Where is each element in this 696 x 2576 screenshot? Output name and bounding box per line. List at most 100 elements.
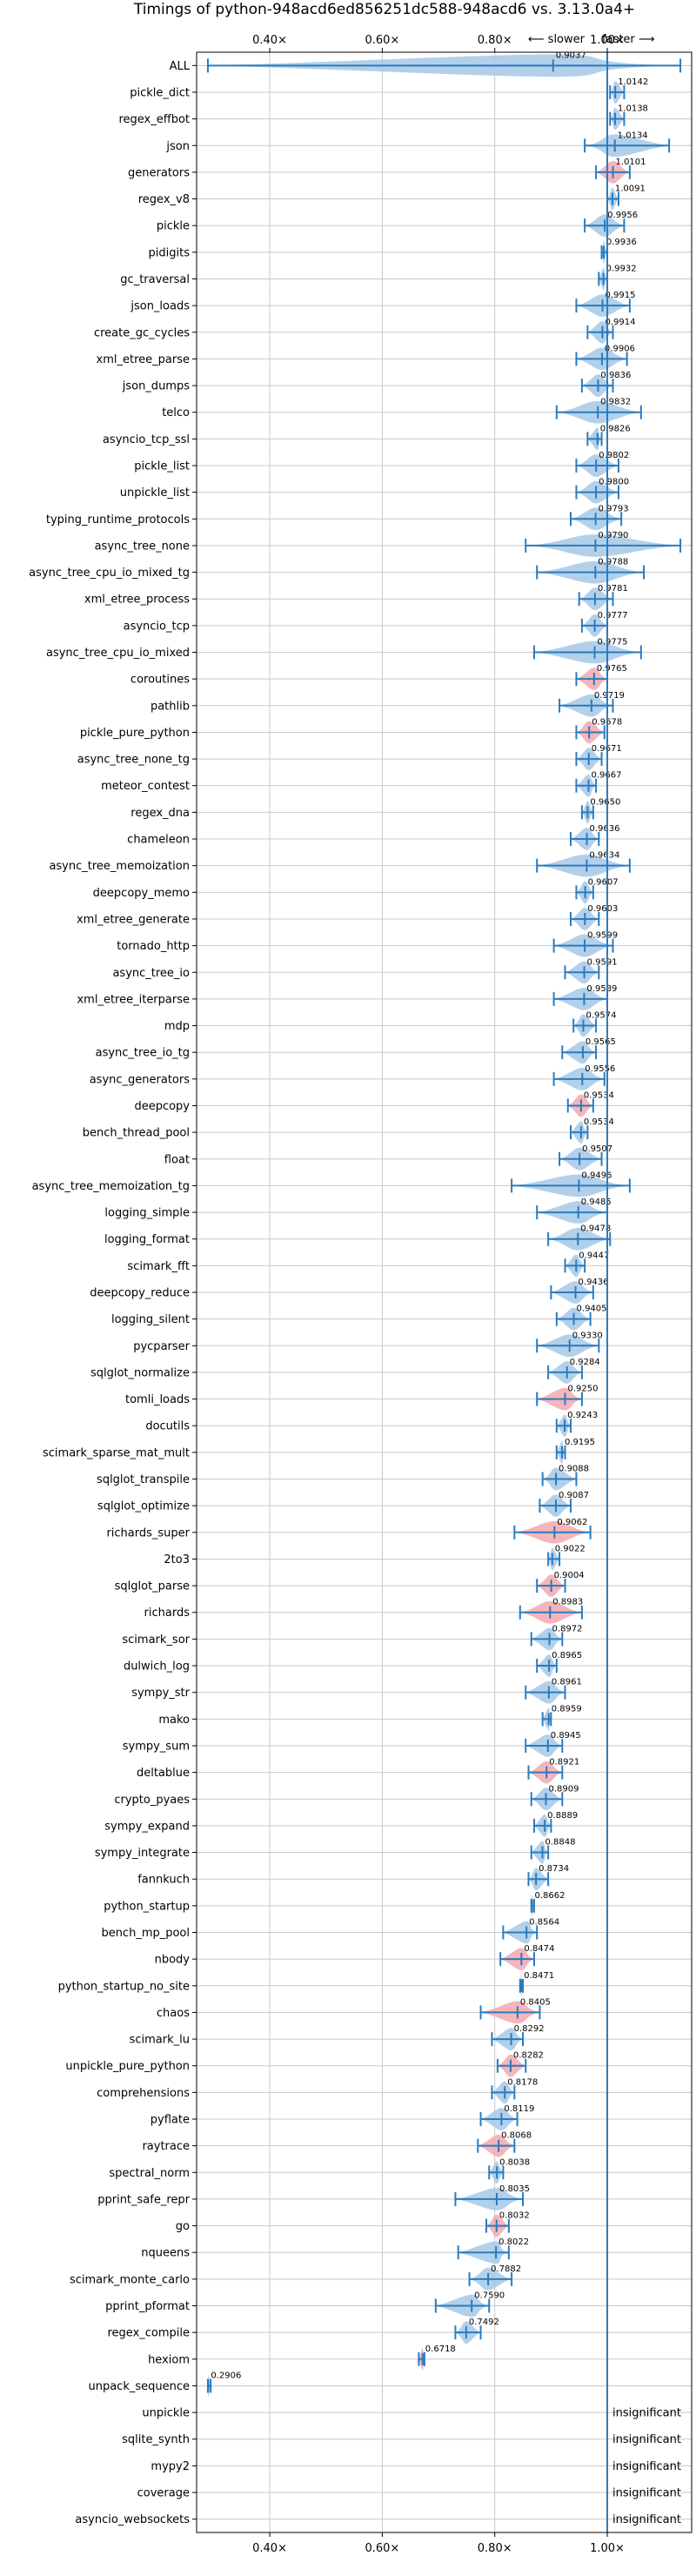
value-label: 0.9667 xyxy=(591,771,621,781)
category-label: regex_dna xyxy=(130,807,190,820)
value-label: 0.9599 xyxy=(587,931,618,941)
category-label: xml_etree_parse xyxy=(97,353,190,366)
category-label: nbody xyxy=(155,1954,191,1967)
value-label: 0.9436 xyxy=(579,1278,609,1287)
category-label: scimark_sparse_mat_mult xyxy=(43,1446,190,1459)
category-label: async_tree_cpu_io_mixed_tg xyxy=(29,567,190,580)
value-label: 0.9591 xyxy=(587,957,618,967)
value-label: 0.6718 xyxy=(425,2345,456,2354)
value-label: 0.9022 xyxy=(555,1544,586,1553)
value-label: 0.9507 xyxy=(582,1144,612,1154)
category-label: pickle_dict xyxy=(130,86,190,99)
category-label: tomli_loads xyxy=(125,1393,190,1406)
bottom-tick-label: 0.80× xyxy=(478,2542,512,2555)
insignificant-label: insignificant xyxy=(612,2513,681,2526)
value-label: 1.0091 xyxy=(615,184,646,194)
category-label: coverage xyxy=(137,2487,190,2500)
category-label: pycparser xyxy=(133,1340,190,1353)
value-label: 0.8848 xyxy=(545,1838,576,1848)
category-label: chameleon xyxy=(127,834,190,847)
value-label: 0.9037 xyxy=(556,50,586,60)
value-label: 0.9932 xyxy=(606,264,637,273)
value-label: 0.8119 xyxy=(504,2104,534,2114)
category-label: async_tree_io_tg xyxy=(96,1047,190,1060)
category-label: sympy_str xyxy=(131,1687,190,1700)
value-label: 0.9836 xyxy=(600,371,631,380)
category-label: raytrace xyxy=(142,2140,190,2153)
value-label: 0.9793 xyxy=(599,504,629,513)
category-label: async_tree_none_tg xyxy=(77,754,190,767)
value-label: 0.9603 xyxy=(587,904,618,914)
category-label: unpickle_pure_python xyxy=(65,2060,190,2073)
value-label: 0.9765 xyxy=(597,664,627,674)
category-label: scimark_sor xyxy=(122,1633,190,1647)
value-label: 0.9802 xyxy=(599,451,629,460)
category-label: pickle_pure_python xyxy=(80,727,190,740)
category-label: unpickle xyxy=(142,2407,190,2420)
category-label: pyflate xyxy=(151,2114,190,2127)
category-label: regex_compile xyxy=(107,2327,190,2340)
category-label: asyncio_tcp_ssl xyxy=(103,433,190,446)
value-label: 0.8032 xyxy=(499,2211,530,2221)
x-axis-ticks: 0.40× 0.40× 0.60× 0.60× 0.80× 0.80× 1.00× 1.00× xyxy=(192,34,625,2555)
category-label: pickle_list xyxy=(134,460,190,473)
value-label: 0.9915 xyxy=(606,291,636,300)
category-label: sympy_sum xyxy=(123,1740,190,1753)
category-label: xml_etree_iterparse xyxy=(77,993,190,1006)
category-label: tornado_http xyxy=(117,940,190,953)
category-label: scimark_fft xyxy=(127,1260,190,1273)
value-label: 0.9447 xyxy=(579,1251,609,1260)
value-label: 0.9556 xyxy=(585,1064,615,1074)
category-label: float xyxy=(164,1153,190,1166)
value-label: 0.9478 xyxy=(580,1224,611,1234)
category-label: asyncio_websockets xyxy=(75,2513,190,2526)
slower-direction-label: ⟵ slower xyxy=(528,33,586,46)
value-label: 0.8471 xyxy=(524,1971,554,1981)
category-label: sqlglot_parse xyxy=(115,1580,190,1593)
category-label: dulwich_log xyxy=(124,1660,190,1674)
category-label: sqlglot_normalize xyxy=(90,1366,190,1379)
value-label: 0.9589 xyxy=(586,984,617,994)
category-label: xml_etree_generate xyxy=(77,913,190,926)
category-label: comprehensions xyxy=(97,2087,190,2100)
category-label: xml_etree_process xyxy=(84,594,190,607)
category-label: json xyxy=(165,140,190,153)
chart-title: Timings of python-948acd6ed856251dc588-9… xyxy=(133,1,635,18)
value-label: 0.9607 xyxy=(588,877,619,887)
category-label: mypy2 xyxy=(151,2460,190,2473)
value-label: 0.8972 xyxy=(552,1624,583,1633)
value-label: 0.8662 xyxy=(534,1891,565,1901)
category-label: richards_super xyxy=(106,1526,190,1540)
value-label: 0.9195 xyxy=(565,1438,595,1447)
category-label: spectral_norm xyxy=(109,2167,190,2180)
value-label: 0.9534 xyxy=(584,1117,614,1127)
category-label: meteor_contest xyxy=(101,780,190,793)
category-label: generators xyxy=(128,166,190,179)
insignificant-label: insignificant xyxy=(612,2460,681,2473)
value-label: 0.9719 xyxy=(594,691,625,701)
value-label: 0.8909 xyxy=(548,1784,579,1794)
category-label: python_startup xyxy=(104,1900,190,1913)
value-label: 0.8959 xyxy=(552,1704,582,1714)
value-label: 0.8038 xyxy=(499,2157,530,2167)
value-label: 0.8965 xyxy=(552,1651,582,1660)
value-label: 0.8282 xyxy=(513,2051,544,2061)
category-label: ALL xyxy=(170,60,191,73)
category-label: python_startup_no_site xyxy=(58,1980,190,1993)
value-label: 0.8068 xyxy=(501,2131,532,2141)
category-label: json_loads xyxy=(130,300,190,313)
category-label: go xyxy=(176,2220,190,2233)
category-label: asyncio_tcp xyxy=(124,620,190,633)
category-label: deepcopy xyxy=(134,1100,190,1113)
value-label: 0.9800 xyxy=(599,478,629,487)
category-label: pprint_pformat xyxy=(105,2300,190,2313)
value-label: 1.0138 xyxy=(618,104,648,114)
value-label: 0.8474 xyxy=(524,1944,554,1954)
value-label: 0.9485 xyxy=(581,1197,612,1207)
category-label: mako xyxy=(158,1714,190,1727)
category-label: create_gc_cycles xyxy=(94,326,190,339)
value-label: 0.8961 xyxy=(552,1678,582,1687)
value-label: 0.9788 xyxy=(598,558,628,567)
